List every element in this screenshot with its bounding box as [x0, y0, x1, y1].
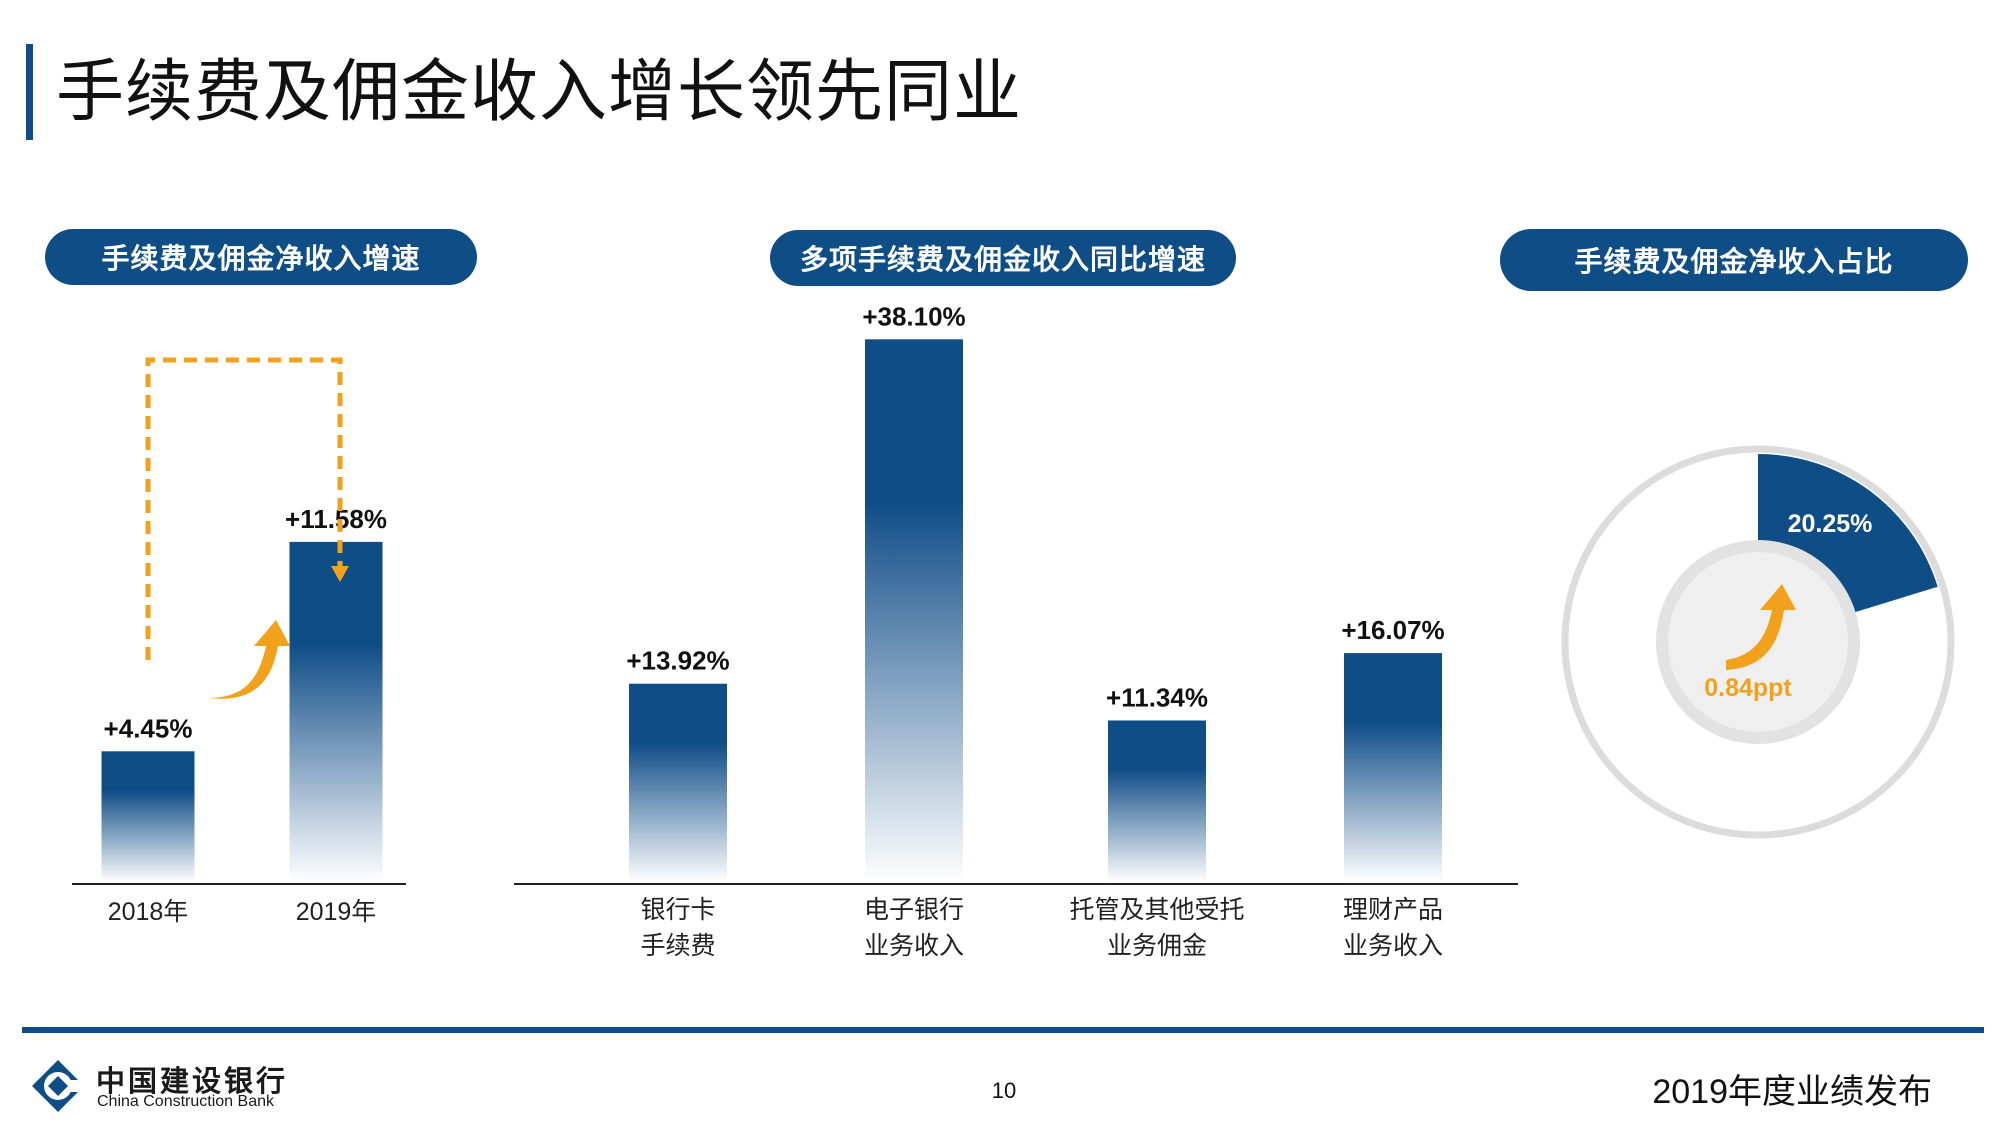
share-increase-label: 0.84ppt — [1704, 674, 1792, 702]
pie-outer-ring — [1561, 445, 1955, 839]
bank-name-en: China Construction Bank — [97, 1093, 274, 1110]
category-label-3-1: 业务收入 — [1343, 932, 1443, 960]
category-label-0-1: 手续费 — [640, 932, 715, 960]
bar-value-label-0: +4.45% — [104, 713, 193, 743]
category-label-1: 2019年 — [296, 898, 377, 926]
category-label-3-0: 理财产品 — [1343, 896, 1443, 924]
growth-compare-dashed-bracket — [145, 357, 343, 660]
growth-compare-arrowhead — [331, 566, 349, 582]
left-panel-label: 手续费及佣金净收入增速 — [45, 229, 477, 285]
bar-value-label-1: +38.10% — [862, 301, 965, 331]
page-number: 10 — [991, 1078, 1017, 1103]
footer-divider — [22, 1027, 1984, 1033]
bar-value-label-1: +11.58% — [285, 504, 387, 534]
bar-value-label-0: +13.92% — [626, 646, 729, 676]
report-name: 2019年度业绩发布 — [1652, 1073, 1932, 1111]
bar-0 — [629, 683, 727, 882]
bar-2 — [1108, 720, 1206, 882]
category-label-2-0: 托管及其他受托 — [1069, 896, 1244, 924]
net-fee-share-pie: 20.25% 0.84ppt — [1561, 445, 1955, 839]
title-accent-bar — [26, 44, 33, 140]
category-label-0: 2018年 — [108, 898, 189, 926]
pie-slice-label: 20.25% — [1788, 510, 1873, 538]
bank-logo: 中国建设银行 China Construction Bank — [30, 1058, 330, 1114]
middle-panel-label: 多项手续费及佣金收入同比增速 — [770, 230, 1236, 286]
ccb-logo-icon — [32, 1060, 86, 1112]
category-label-2-1: 业务佣金 — [1107, 932, 1207, 960]
bar-1 — [865, 339, 963, 882]
category-label-0-0: 银行卡 — [640, 896, 715, 924]
bar-1 — [289, 541, 383, 882]
page-title: 手续费及佣金收入增长领先同业 — [56, 54, 1023, 130]
bar-0 — [101, 751, 195, 882]
bar-value-label-3: +16.07% — [1341, 615, 1444, 645]
category-label-1-1: 业务收入 — [864, 932, 964, 960]
right-panel-label: 手续费及佣金净收入占比 — [1500, 229, 1968, 291]
pie-inner-disc — [1668, 552, 1848, 732]
category-label-1-0: 电子银行 — [864, 896, 964, 924]
growth-arrow-icon — [208, 620, 290, 699]
bank-name-cn: 中国建设银行 — [96, 1066, 289, 1098]
bar-3 — [1344, 653, 1442, 882]
share-increase-arrow-icon — [1726, 584, 1796, 670]
net-fee-growth-chart: +4.45% 2018年 +11.58% 2019年 — [72, 357, 406, 926]
bar-value-label-2: +11.34% — [1106, 682, 1208, 712]
